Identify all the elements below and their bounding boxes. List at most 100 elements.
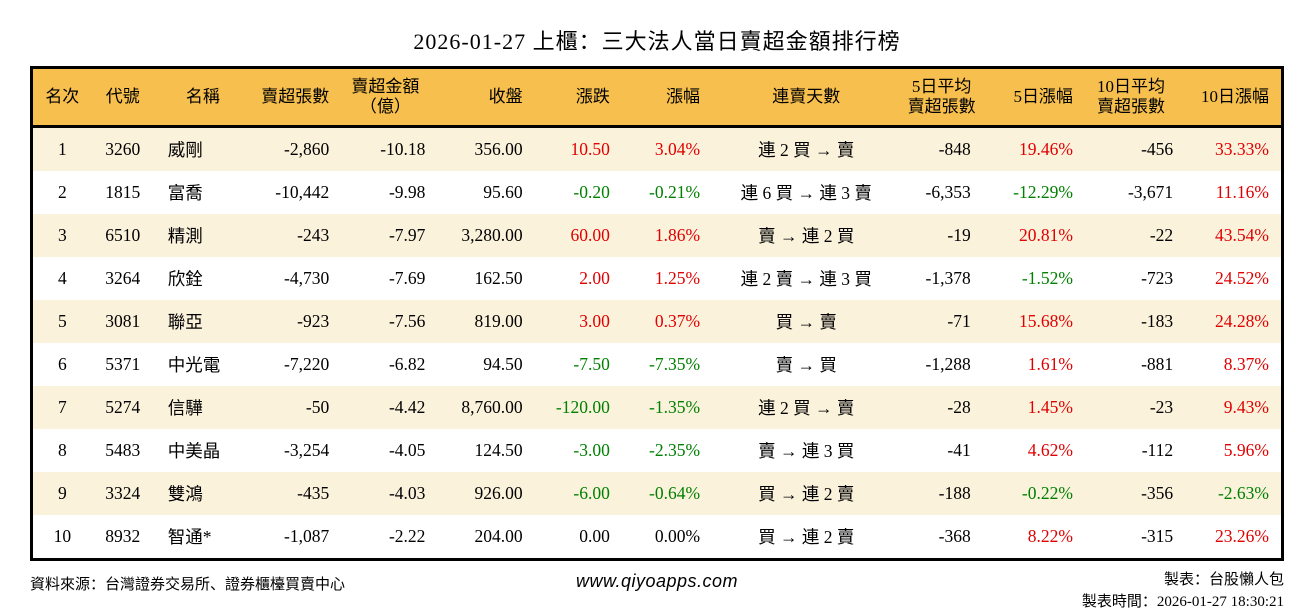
close-cell: 3,280.00 [461, 225, 523, 245]
avg10-cell: -3,671 [1127, 182, 1174, 202]
rank-cell: 1 [57, 139, 67, 159]
amount-cell: -4.03 [388, 483, 426, 503]
avg10-cell: -723 [1141, 268, 1174, 288]
pct10-cell: 11.16% [1215, 182, 1269, 202]
avg5-cell: -71 [947, 311, 971, 331]
shares-cell: -7,220 [284, 354, 330, 374]
avg5-cell: -848 [938, 139, 971, 159]
pct-cell: 0.37% [654, 311, 701, 331]
shares-cell: -1,087 [284, 526, 330, 546]
col-header-change: 漲跌 [530, 67, 618, 128]
pct5-cell: 1.61% [1027, 354, 1073, 374]
close-cell: 819.00 [474, 311, 523, 331]
close-cell: 124.50 [474, 440, 523, 460]
streak-cell: 賣 → 買 [775, 355, 837, 375]
pct-cell: 0.00% [654, 526, 701, 546]
amount-cell: -9.98 [388, 182, 426, 202]
table-row: 2 1815 富喬 -10,442 -9.98 95.60 -0.20 -0.2… [31, 171, 1283, 214]
avg5-cell: -188 [938, 483, 971, 503]
footer: 資料來源：台灣證券交易所、證券櫃檯買賣中心 www.qiyoapps.com 製… [30, 569, 1284, 612]
col-header-avg10: 10日平均 賣超張數 [1080, 67, 1182, 128]
amount-cell: -10.18 [380, 139, 426, 159]
page-title: 2026-01-27 上櫃：三大法人當日賣超金額排行榜 [413, 29, 901, 54]
avg5-cell: -1,378 [925, 268, 971, 288]
rank-cell: 4 [57, 268, 67, 288]
pct5-cell: 1.45% [1027, 397, 1073, 417]
shares-cell: -50 [305, 397, 330, 417]
streak-cell: 連 6 買 → 連 3 賣 [740, 183, 872, 203]
close-cell: 8,760.00 [461, 397, 523, 417]
name-cell: 雙鴻 [167, 484, 203, 504]
change-cell: 60.00 [570, 225, 610, 245]
pct10-cell: 24.28% [1215, 311, 1269, 331]
rank-cell: 3 [57, 225, 67, 245]
change-cell: 0.00 [579, 526, 610, 546]
name-cell: 智通* [167, 527, 212, 547]
close-cell: 204.00 [474, 526, 523, 546]
pct5-cell: -1.52% [1021, 268, 1073, 288]
pct10-cell: 43.54% [1215, 225, 1269, 245]
credit-block: 製表：台股懶人包 製表時間：2026-01-27 18:30:21 [1082, 569, 1284, 612]
avg10-cell: -22 [1149, 225, 1174, 245]
header-row: 名次 代號 名稱 賣超張數 賣超金額 （億） 收盤 漲跌 漲幅 連賣天數 5日平… [31, 67, 1283, 128]
pct5-cell: 8.22% [1027, 526, 1073, 546]
avg5-cell: -41 [947, 440, 971, 460]
table-header: 名次 代號 名稱 賣超張數 賣超金額 （億） 收盤 漲跌 漲幅 連賣天數 5日平… [31, 67, 1283, 128]
pct10-cell: 9.43% [1223, 397, 1269, 417]
col-header-close: 收盤 [433, 67, 531, 128]
code-cell: 5274 [105, 397, 141, 417]
shares-cell: -4,730 [284, 268, 330, 288]
change-cell: 10.50 [570, 139, 610, 159]
col-header-amount: 賣超金額 （億） [337, 67, 434, 128]
rank-cell: 6 [57, 354, 67, 374]
amount-cell: -6.82 [388, 354, 426, 374]
code-cell: 3260 [105, 139, 141, 159]
streak-cell: 買 → 連 2 賣 [758, 527, 855, 547]
col-header-avg5: 5日平均 賣超張數 [904, 67, 979, 128]
avg10-cell: -183 [1141, 311, 1174, 331]
table-row: 10 8932 智通* -1,087 -2.22 204.00 0.00 0.0… [31, 515, 1283, 560]
streak-cell: 買 → 賣 [775, 312, 837, 332]
streak-cell: 賣 → 連 3 買 [758, 441, 855, 461]
col-header-streak: 連賣天數 [708, 67, 905, 128]
code-cell: 3081 [105, 311, 141, 331]
name-cell: 富喬 [167, 183, 203, 203]
pct-cell: 1.25% [654, 268, 701, 288]
shares-cell: -435 [297, 483, 330, 503]
streak-cell: 賣 → 連 2 買 [758, 226, 855, 246]
close-cell: 926.00 [474, 483, 523, 503]
table-row: 4 3264 欣銓 -4,730 -7.69 162.50 2.00 1.25%… [31, 257, 1283, 300]
name-cell: 欣銓 [167, 269, 203, 289]
table-row: 8 5483 中美晶 -3,254 -4.05 124.50 -3.00 -2.… [31, 429, 1283, 472]
avg10-cell: -23 [1149, 397, 1174, 417]
shares-cell: -243 [297, 225, 330, 245]
name-cell: 精測 [167, 226, 203, 246]
amount-cell: -7.69 [388, 268, 426, 288]
avg5-cell: -19 [947, 225, 971, 245]
code-cell: 6510 [105, 225, 141, 245]
change-cell: -6.00 [573, 483, 610, 503]
close-cell: 95.60 [483, 182, 523, 202]
shares-cell: -10,442 [275, 182, 330, 202]
col-header-name: 名稱 [153, 67, 253, 128]
name-cell: 中美晶 [167, 441, 221, 461]
avg10-cell: -456 [1141, 139, 1174, 159]
col-header-pct: 漲幅 [617, 67, 709, 128]
table-row: 7 5274 信驊 -50 -4.42 8,760.00 -120.00 -1.… [31, 386, 1283, 429]
name-cell: 威剛 [167, 140, 203, 160]
code-cell: 5483 [105, 440, 141, 460]
code-cell: 8932 [105, 526, 141, 546]
pct-cell: -7.35% [649, 354, 701, 374]
code-cell: 1815 [105, 182, 141, 202]
pct-cell: 1.86% [654, 225, 701, 245]
avg10-cell: -315 [1141, 526, 1174, 546]
col-header-rank: 名次 [31, 67, 92, 128]
change-cell: -0.20 [573, 182, 610, 202]
col-header-pct10: 10日漲幅 [1181, 67, 1283, 128]
generated-time-label: 製表時間：2026-01-27 18:30:21 [1081, 594, 1284, 610]
shares-cell: -2,860 [284, 139, 330, 159]
avg10-cell: -112 [1141, 440, 1174, 460]
table-row: 3 6510 精測 -243 -7.97 3,280.00 60.00 1.86… [31, 214, 1283, 257]
change-cell: 3.00 [579, 311, 610, 331]
pct5-cell: -12.29% [1013, 182, 1073, 202]
